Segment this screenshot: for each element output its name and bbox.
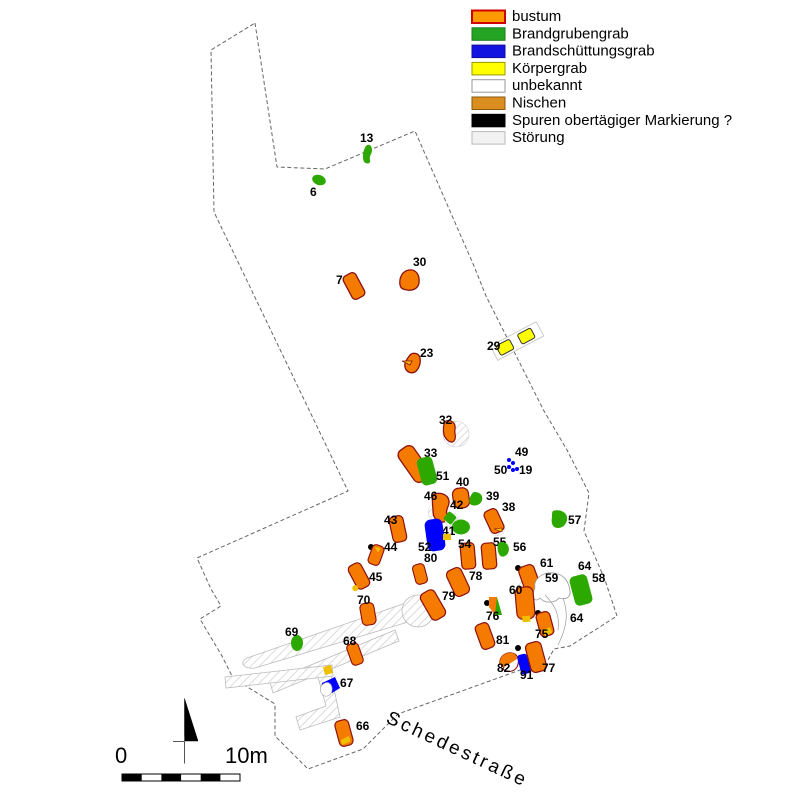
- svg-text:0: 0: [115, 743, 127, 768]
- svg-text:77: 77: [542, 661, 556, 675]
- svg-text:57: 57: [568, 513, 582, 527]
- svg-text:32: 32: [439, 413, 453, 427]
- svg-text:bustum: bustum: [512, 8, 561, 25]
- svg-text:68: 68: [343, 634, 357, 648]
- svg-text:7: 7: [336, 273, 343, 287]
- svg-text:43: 43: [384, 513, 398, 527]
- svg-text:Nischen: Nischen: [512, 95, 566, 112]
- svg-text:59: 59: [545, 571, 559, 585]
- svg-text:40: 40: [456, 475, 470, 489]
- svg-text:Spuren obertägiger Markierung: Spuren obertägiger Markierung ?: [512, 112, 732, 129]
- svg-text:70: 70: [357, 593, 371, 607]
- svg-text:76: 76: [486, 609, 500, 623]
- svg-text:78: 78: [469, 569, 483, 583]
- svg-text:45: 45: [369, 570, 383, 584]
- svg-text:79: 79: [442, 589, 456, 603]
- svg-text:39: 39: [486, 489, 500, 503]
- svg-text:61: 61: [540, 556, 554, 570]
- svg-text:29: 29: [487, 339, 501, 353]
- svg-text:82: 82: [497, 661, 511, 675]
- svg-text:54: 54: [458, 537, 472, 551]
- svg-text:6: 6: [310, 185, 317, 199]
- svg-text:46: 46: [424, 489, 438, 503]
- svg-text:19: 19: [519, 463, 533, 477]
- svg-text:Schedestraße: Schedestraße: [383, 707, 532, 791]
- svg-text:13: 13: [360, 131, 374, 145]
- svg-text:75: 75: [535, 627, 549, 641]
- svg-text:Brandgrubengrab: Brandgrubengrab: [512, 25, 629, 42]
- svg-text:23: 23: [420, 346, 434, 360]
- svg-text:80: 80: [424, 551, 438, 565]
- svg-text:50: 50: [494, 463, 508, 477]
- svg-text:Körpergrab: Körpergrab: [512, 60, 587, 77]
- svg-text:49: 49: [515, 445, 529, 459]
- svg-text:unbekannt: unbekannt: [512, 77, 583, 94]
- svg-text:64: 64: [570, 611, 584, 625]
- svg-text:58: 58: [592, 571, 606, 585]
- svg-text:Brandschüttungsgrab: Brandschüttungsgrab: [512, 43, 655, 60]
- svg-text:66: 66: [356, 719, 370, 733]
- svg-text:60: 60: [509, 583, 523, 597]
- svg-text:56: 56: [513, 540, 527, 554]
- svg-text:67: 67: [340, 676, 354, 690]
- svg-text:51: 51: [436, 469, 450, 483]
- svg-text:81: 81: [496, 633, 510, 647]
- svg-text:64: 64: [578, 559, 592, 573]
- svg-text:Störung: Störung: [512, 129, 565, 146]
- svg-text:38: 38: [502, 500, 516, 514]
- svg-text:10m: 10m: [225, 743, 268, 768]
- svg-text:44: 44: [384, 540, 398, 554]
- svg-text:42: 42: [450, 498, 464, 512]
- svg-text:69: 69: [285, 625, 299, 639]
- svg-text:30: 30: [413, 255, 427, 269]
